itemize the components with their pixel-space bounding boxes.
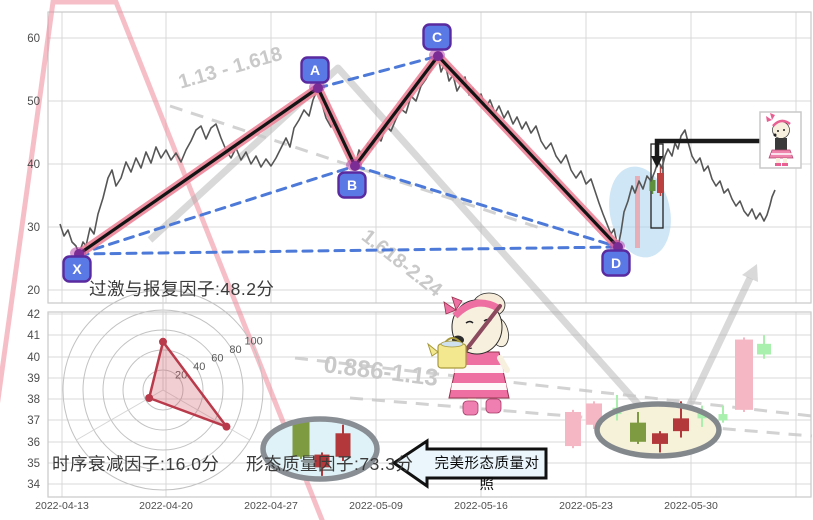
highlight-ellipse-fills — [263, 404, 719, 479]
x-tick-label: 2022-04-20 — [139, 500, 193, 512]
elbow-arrow-layer — [651, 138, 763, 168]
xabcd-pattern-layer: X A B C D — [62, 23, 631, 283]
candle-body — [697, 411, 707, 419]
candle-body — [673, 418, 689, 432]
radar-spoke — [162, 389, 250, 441]
top-panel-border — [47, 11, 812, 304]
y-tick-label: 35 — [27, 458, 40, 470]
x-tick-label: 2022-04-27 — [244, 500, 298, 512]
y-tick-label: 60 — [27, 33, 40, 45]
callout-arrow-shape — [391, 438, 548, 489]
pattern-line — [78, 86, 319, 256]
gray-watermark-arrowhead — [742, 264, 758, 282]
vertex-dot — [313, 83, 323, 93]
top-panel-annotations — [609, 143, 671, 258]
ratio-label-xa: 1.13 - 1.618 — [176, 43, 285, 94]
x-tick-label: 2022-05-09 — [349, 500, 403, 512]
factor-quality-text: 形态质量因子:73.3分 — [246, 454, 414, 474]
radar-polygon — [147, 340, 228, 428]
pattern-line — [353, 55, 440, 167]
radar-vertex-dot — [159, 337, 167, 346]
y-tick-label: 42 — [27, 309, 40, 321]
factor-time-decay-text: 时序衰减因子:16.0分 — [52, 454, 220, 474]
pattern-dashed-line — [353, 164, 620, 249]
y-tick-label: 38 — [27, 394, 40, 406]
highlight-ellipse-stroke — [594, 401, 722, 459]
pattern-label-letter: X — [72, 261, 82, 277]
mini-candle-body — [649, 180, 656, 191]
pattern-label-letter: A — [310, 62, 320, 78]
pattern-dashed-line — [77, 245, 620, 256]
pattern-label-letter: C — [432, 29, 442, 45]
candle-body — [718, 414, 728, 421]
y-tick-label: 41 — [27, 330, 40, 342]
candle-body — [757, 343, 771, 355]
pattern-line — [436, 54, 620, 249]
x-tick-label: 2022-05-23 — [559, 500, 613, 512]
cartoon-dog-small — [759, 111, 802, 169]
gray-pattern-watermark — [147, 64, 754, 446]
radar-vertex-dot — [222, 422, 231, 431]
x-tick-label: 2022-04-13 — [35, 500, 89, 512]
x-tick-label: 2022-05-30 — [664, 500, 718, 512]
highlight-ellipse-stroke — [260, 416, 380, 482]
y-tick-label: 37 — [27, 415, 40, 427]
candle-body — [652, 433, 668, 444]
candle-body — [314, 454, 330, 468]
y-tick-label: 40 — [27, 352, 40, 364]
radar-vertex-dot — [145, 394, 154, 402]
cartoon-dog-large — [426, 292, 510, 416]
elbow-arrow — [654, 138, 763, 158]
pattern-line — [316, 87, 357, 167]
axis-labels-layer: 60 50 40 30 20 42 41 40 39 38 37 36 35 34 2022-04-13 20… — [27, 33, 718, 512]
pattern-label-box — [300, 56, 330, 84]
radar-ring-label: 40 — [193, 361, 205, 373]
y-tick-label: 39 — [27, 373, 40, 385]
y-tick-label: 34 — [27, 479, 40, 491]
pattern-dashed-line — [77, 164, 357, 256]
factor-overreaction-text: 过激与报复因子:48.2分 — [89, 279, 275, 299]
radar-ring-label: 80 — [229, 344, 241, 356]
y-tick-label: 40 — [27, 159, 40, 171]
pattern-dashed-line — [316, 54, 440, 90]
y-tick-label: 30 — [27, 222, 40, 234]
highlight-ellipse-strokes — [260, 401, 722, 482]
pattern-label-box — [337, 171, 367, 199]
callout-label: 完美形态质量对照 — [434, 456, 540, 493]
y-tick-label: 20 — [27, 285, 40, 297]
vertex-dot — [433, 51, 443, 61]
candle-body — [735, 339, 753, 410]
radar-ring-label: 20 — [175, 370, 187, 382]
candle-body — [292, 420, 310, 457]
x-tick-label: 2022-05-16 — [454, 500, 508, 512]
pattern-label-box — [422, 23, 452, 51]
pattern-label-box — [601, 249, 631, 277]
candle-body — [335, 433, 351, 457]
pattern-label-letter: B — [347, 177, 357, 193]
radar-ring-label: 60 — [211, 353, 223, 365]
y-tick-label: 50 — [27, 96, 40, 108]
y-tick-label: 36 — [27, 437, 40, 449]
pink-bar — [635, 176, 640, 248]
candle-body — [586, 403, 602, 425]
candle-body — [630, 422, 646, 442]
pink-pattern-watermark — [0, 0, 325, 520]
pattern-label-letter: D — [611, 255, 621, 271]
bottom-panel-border — [47, 311, 812, 498]
elbow-arrow-head — [651, 156, 663, 168]
radar-ring-label: 100 — [244, 336, 262, 348]
candle-body — [565, 411, 581, 447]
candlestick-layer — [292, 335, 771, 476]
vertex-dot — [350, 161, 360, 171]
mini-candle-body — [657, 173, 664, 193]
highlight-ellipse-fill — [597, 404, 719, 456]
pattern-label-box — [62, 255, 92, 283]
